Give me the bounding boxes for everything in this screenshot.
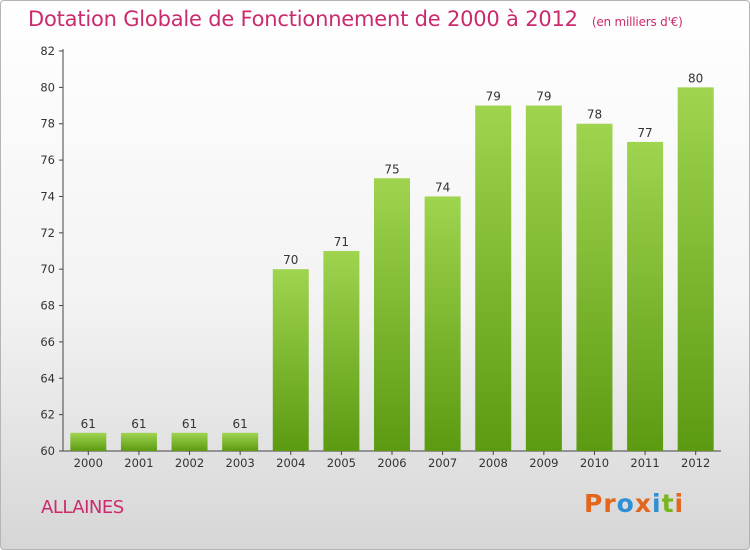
y-tick-label: 80 <box>40 80 55 94</box>
chart-value-labels: 61 61 61 61 70 71 75 74 79 79 78 77 80 <box>81 71 704 430</box>
bar-2005 <box>323 251 360 451</box>
bar-2011 <box>627 141 664 451</box>
x-tick-label: 2003 <box>226 456 255 470</box>
value-label-2002: 61 <box>182 417 197 431</box>
proxiti-logo: Proxiti <box>584 489 684 518</box>
value-label-2005: 71 <box>334 235 349 249</box>
x-tick-label: 2002 <box>175 456 204 470</box>
y-tick-label: 62 <box>40 408 55 422</box>
chart-title-text: Dotation Globale de Fonctionnement de 20… <box>28 7 578 31</box>
logo-letter: x <box>634 489 652 518</box>
chart-axes: 60 62 64 66 68 70 72 74 76 78 80 82 2000 2001 2002 2003… <box>40 44 721 470</box>
logo-letter: t <box>661 489 675 518</box>
x-tick-label: 2007 <box>428 456 457 470</box>
commune-name: ALLAINES <box>41 497 124 518</box>
bar-2003 <box>222 432 259 451</box>
x-tick-label: 2005 <box>327 456 356 470</box>
x-tick-label: 2010 <box>580 456 609 470</box>
value-label-2001: 61 <box>131 417 146 431</box>
bar-2009 <box>525 105 562 451</box>
y-tick-label: 78 <box>40 117 55 131</box>
y-tick-label: 60 <box>40 444 55 458</box>
chart-unit: (en milliers d'€) <box>591 15 683 29</box>
y-tick-label: 74 <box>40 189 55 203</box>
y-tick-label: 66 <box>40 335 55 349</box>
bar-2012 <box>677 87 714 451</box>
value-label-2007: 74 <box>435 180 450 194</box>
bar-2007 <box>424 196 461 451</box>
value-label-2012: 80 <box>688 71 703 85</box>
value-label-2003: 61 <box>233 417 248 431</box>
x-tick-label: 2011 <box>630 456 659 470</box>
x-tick-label: 2004 <box>276 456 305 470</box>
value-label-2010: 78 <box>587 108 602 122</box>
x-tick-label: 2001 <box>124 456 153 470</box>
value-label-2006: 75 <box>384 162 399 176</box>
x-tick-label: 2012 <box>681 456 710 470</box>
x-tick-label: 2009 <box>529 456 558 470</box>
bar-2010 <box>576 123 613 452</box>
logo-letter: P <box>584 489 604 518</box>
x-tick-label: 2008 <box>479 456 508 470</box>
chart-bars <box>70 87 714 452</box>
bar-2000 <box>70 432 107 451</box>
y-tick-label: 76 <box>40 153 55 167</box>
value-label-2011: 77 <box>637 126 652 140</box>
logo-letter: r <box>603 489 617 518</box>
value-label-2008: 79 <box>486 90 501 104</box>
logo-letter: i <box>674 489 685 518</box>
value-label-2004: 70 <box>283 253 298 267</box>
bar-2001 <box>120 432 157 451</box>
logo-letter: o <box>616 489 635 518</box>
value-label-2000: 61 <box>81 417 96 431</box>
x-tick-label: 2006 <box>377 456 406 470</box>
y-tick-label: 70 <box>40 262 55 276</box>
chart-title: Dotation Globale de Fonctionnement de 20… <box>28 7 683 31</box>
y-tick-label: 72 <box>40 226 55 240</box>
bar-2004 <box>272 269 309 451</box>
bar-2008 <box>475 105 512 451</box>
y-tick-label: 64 <box>40 371 55 385</box>
bar-2006 <box>374 178 410 452</box>
bar-2002 <box>171 432 208 451</box>
logo-letter: i <box>652 489 662 518</box>
value-label-2009: 79 <box>536 90 551 104</box>
x-tick-label: 2000 <box>74 456 103 470</box>
y-tick-label: 82 <box>40 44 55 58</box>
y-tick-label: 68 <box>40 299 55 313</box>
